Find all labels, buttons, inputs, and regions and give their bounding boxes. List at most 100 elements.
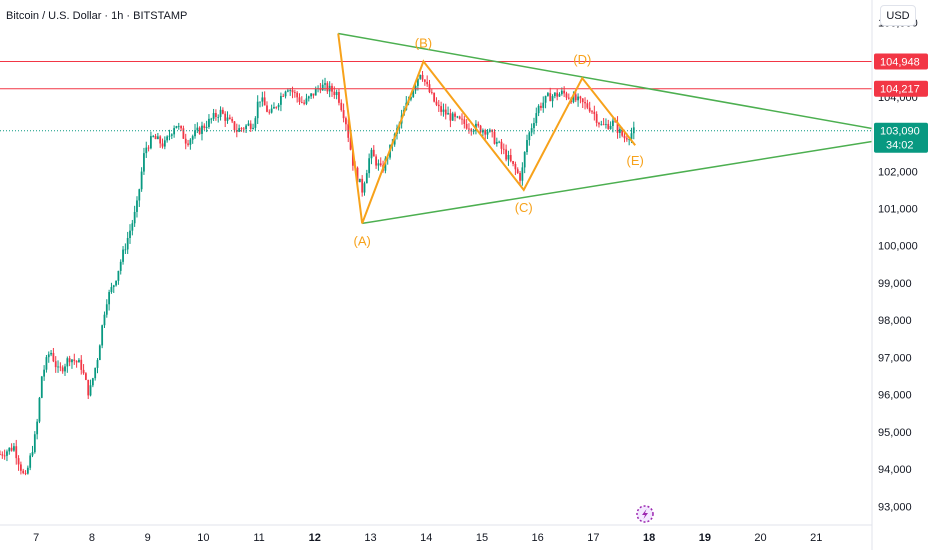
candle-body [605,123,607,125]
upper-trendline [338,32,873,130]
candle-body [461,118,463,120]
candle-body [493,131,496,144]
candle-body [375,156,378,166]
candle-body [17,458,20,465]
candle-body [365,173,368,184]
candle-body [131,223,134,231]
candle-body [231,119,234,122]
candle-body [124,249,127,251]
candle-body [356,167,359,183]
candle-body [210,118,213,120]
candle-body [349,137,352,150]
candle-body [166,136,169,141]
candle-body [133,211,136,224]
x-tick-label: 14 [420,532,432,544]
candle-body [282,96,285,97]
candle-body [449,113,452,121]
candle-body [577,96,579,101]
candle-body [542,102,545,108]
candle-body [630,133,633,140]
candle-body [416,78,419,86]
candle-body [342,110,345,119]
candle-body [221,109,224,114]
candle-body [13,446,15,451]
x-tick-label: 21 [810,532,822,544]
candle-body [616,122,619,133]
candle-body [182,128,185,139]
lower-trendline [362,140,873,225]
candle-body [377,163,380,166]
level-badge-label: 104,948 [880,57,920,69]
candle-body [212,113,215,119]
candle-body [215,113,217,118]
candle-body [333,91,336,96]
candle-body [147,147,150,149]
candle-body [249,123,252,129]
candle-body [567,97,570,99]
candle-body [537,105,540,114]
candle-body [310,93,312,97]
candle-body [150,136,152,149]
candle-body [64,366,66,372]
candle-body [421,74,424,80]
candle-body [201,125,203,134]
candle-body [507,155,510,160]
candle-body [472,130,475,132]
candle-body [565,93,568,98]
candle-body [326,83,329,92]
candle-body [203,125,206,128]
countdown-label: 34:02 [886,140,914,152]
candle-body [621,129,624,136]
currency-button[interactable]: USD [880,5,916,26]
candle-body [591,111,593,113]
candle-body [298,97,301,102]
candle-body [240,128,243,129]
candle-body [312,93,315,96]
candle-body [547,93,549,96]
candle-body [59,366,62,368]
level-badge [874,53,928,70]
lightning-icon[interactable] [636,505,654,523]
candle-body [338,92,340,103]
candle-body [205,126,208,128]
candle-body [175,126,178,129]
candle-body [33,434,36,453]
candle-body [173,128,176,135]
candle-body [558,94,561,97]
candle-body [618,129,621,133]
candle-body [430,92,433,93]
candle-body [286,90,289,92]
candle-body [451,113,454,121]
candle-body [266,105,268,112]
candle-body [563,90,566,94]
candle-body [259,101,261,103]
candle-body [293,92,296,94]
time-axis[interactable]: 7 8 9 10 11 12 13 14 15 16 17 18 19 20 21 [33,532,822,544]
candle-body [516,169,519,173]
candle-body [84,373,87,380]
candle-body [581,98,584,103]
candle-body [296,92,299,98]
wave-label: (E) [627,153,644,168]
candle-body [47,354,50,358]
candle-body [247,123,250,126]
wave-label: (A) [354,233,371,248]
candle-body [26,467,29,474]
candle-body [103,314,106,326]
candle-body [40,376,43,398]
y-tick-label: 100,000 [878,241,918,253]
candle-body [61,367,64,372]
candle-body [458,116,461,119]
candle-body [226,117,229,121]
candle-body [189,139,192,145]
candle-body [345,118,347,125]
candle-body [126,237,129,250]
candle-body [324,83,326,85]
candle-body [505,149,508,160]
candle-body [108,292,111,305]
candle-body [291,90,294,93]
candle-body [78,359,80,363]
candle-body [509,155,512,162]
candle-body [43,369,46,377]
